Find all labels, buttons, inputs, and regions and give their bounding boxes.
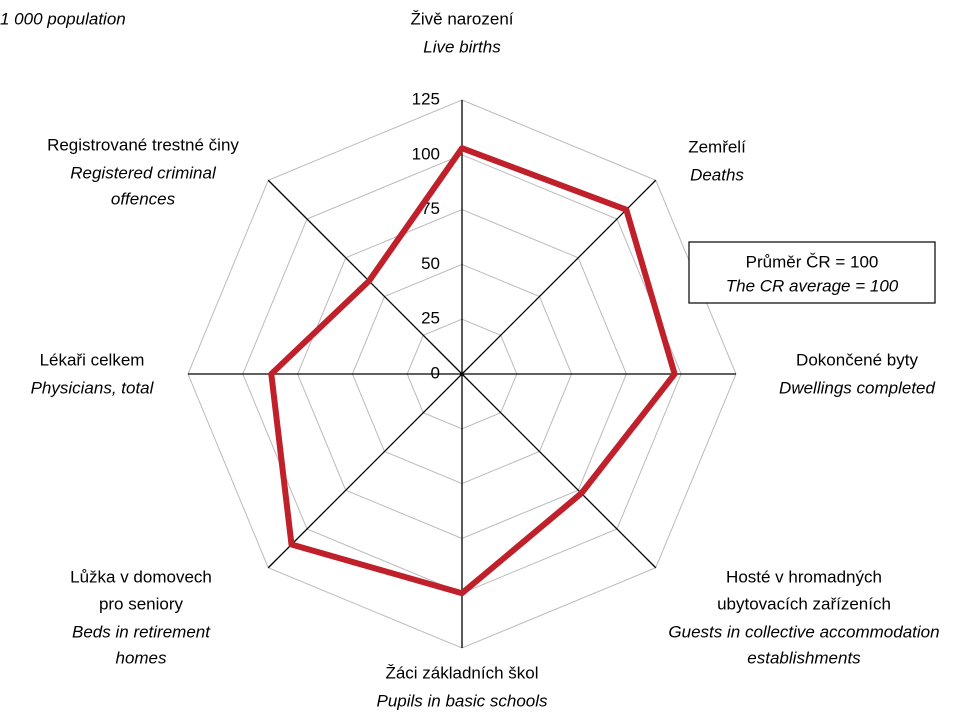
category-label: ubytovacích zařízeních — [717, 594, 891, 613]
axis-line — [267, 373, 463, 569]
y-tick-label: 50 — [421, 254, 440, 273]
annotation: Průměr ČR = 100 — [746, 252, 879, 271]
chart-title: 1 000 population — [0, 9, 126, 28]
category-label-en: Guests in collective accommodation — [668, 622, 939, 641]
y-tick-label: 0 — [431, 363, 440, 382]
category-label-en: Registered criminal — [70, 163, 217, 182]
series-line — [268, 145, 678, 597]
y-tick-label: 100 — [412, 144, 440, 163]
category-label-en: Dwellings completed — [779, 378, 935, 397]
axis-line — [461, 179, 657, 375]
category-label-en: offences — [111, 189, 176, 208]
annotation: The CR average = 100 — [726, 276, 899, 295]
category-label-en: establishments — [747, 648, 861, 667]
category-label-en: Physicians, total — [31, 378, 155, 397]
category-label: Dokončené byty — [796, 350, 918, 369]
category-label: pro seniory — [99, 594, 184, 613]
category-label: Lékaři celkem — [40, 350, 145, 369]
category-label: Živě narození — [411, 9, 514, 28]
category-label: Registrované trestné činy — [47, 135, 239, 154]
category-label: Žáci základních škol — [385, 663, 538, 682]
category-label-en: Live births — [423, 37, 501, 56]
category-label: Lůžka v domovech — [70, 567, 212, 586]
annotation-box — [688, 241, 936, 304]
category-label-en: homes — [115, 648, 167, 667]
y-tick-label: 25 — [421, 309, 440, 328]
category-label-en: Beds in retirement — [72, 622, 211, 641]
category-label-en: Pupils in basic schools — [376, 691, 548, 710]
y-tick-label: 125 — [412, 89, 440, 108]
category-label: Zemřelí — [688, 137, 746, 156]
axis-line — [267, 179, 463, 375]
axis-line — [461, 373, 657, 569]
category-label-en: Deaths — [690, 165, 744, 184]
category-label: Hosté v hromadných — [726, 567, 882, 586]
